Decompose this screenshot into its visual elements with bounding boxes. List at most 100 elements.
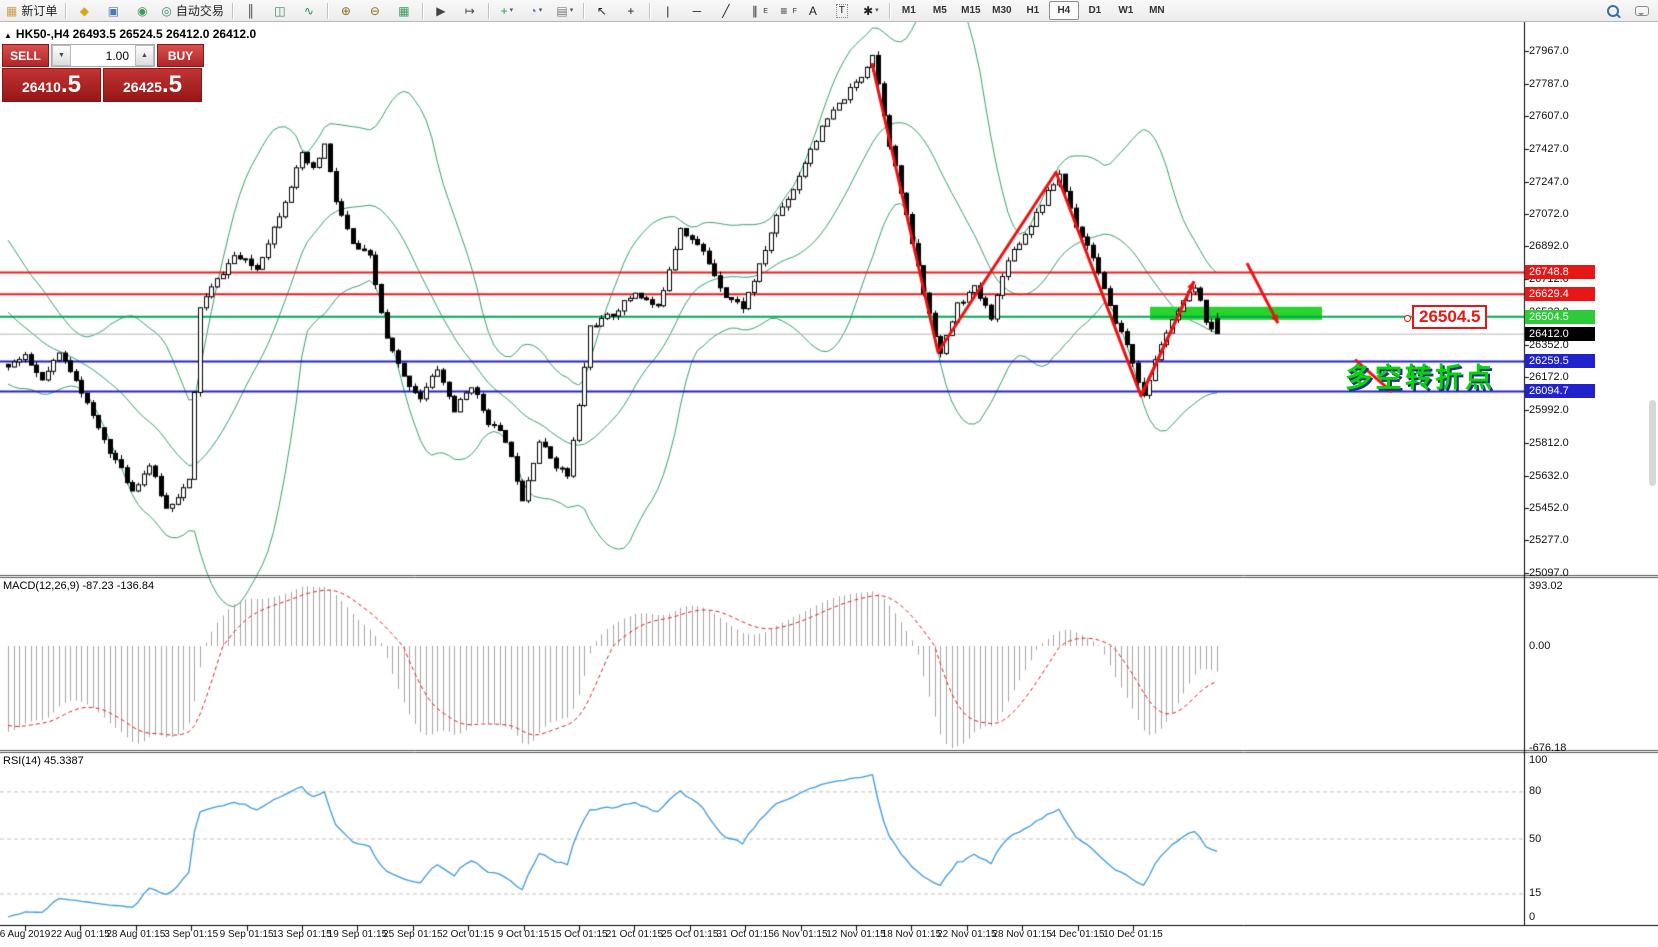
date-tick-label: 25 Oct 01:15 (661, 929, 719, 940)
collapse-arrow-icon[interactable]: ▲ (4, 31, 12, 40)
timeframe-m1-button[interactable]: M1 (901, 5, 916, 16)
toolbar-separator (582, 2, 584, 19)
arrows-tool-dropdown-icon[interactable]: ▾ (875, 6, 879, 14)
cursor-button[interactable]: ↖ (588, 1, 616, 21)
date-tick-label: 10 Dec 01:15 (1103, 929, 1163, 940)
auto-trading-label: 自动交易 (175, 3, 224, 18)
candlestick-mode-button[interactable]: ◫ (266, 1, 294, 21)
fibonacci-retracement-button[interactable]: ≡ F (770, 1, 798, 21)
periods-dropdown-icon[interactable]: ▾ (538, 6, 543, 14)
chart-templates-button[interactable]: ▤ ▾ (551, 1, 579, 21)
callout-anchor-dot (1404, 315, 1411, 322)
sell-button[interactable]: SELL (2, 44, 49, 67)
equidistant-channel-button[interactable]: ∥ E (741, 1, 769, 21)
signal-button[interactable]: ◉ (128, 1, 156, 21)
indicators-list-button[interactable]: + ▾ (493, 1, 521, 21)
chart-templates-dropdown-icon[interactable]: ▾ (569, 6, 574, 14)
timeframe-w1-button[interactable]: W1 (1118, 5, 1134, 16)
text-label-button[interactable]: T (828, 1, 856, 21)
toolbar-separator (487, 2, 489, 19)
sell-price-main: 26410 (22, 79, 61, 95)
date-tick-label: 15 Oct 01:15 (550, 929, 608, 940)
chat-button[interactable] (1628, 1, 1656, 21)
vertical-line-button[interactable]: | (654, 1, 682, 21)
timeframe-m15-button[interactable]: M15 (961, 5, 981, 16)
arrows-tool-button[interactable]: ✱ ▾ (857, 1, 885, 21)
auto-scroll-icon: ▶ (436, 3, 446, 18)
price-chart-canvas[interactable] (0, 22, 1658, 947)
toolbar-separator (421, 2, 423, 19)
price-tick-label: 26892.0 (1529, 240, 1569, 253)
date-tick-label: 22 Nov 01:15 (937, 929, 997, 940)
market-watch-button[interactable]: ◆ (70, 1, 98, 21)
volume-value[interactable]: 1.00 (105, 48, 129, 63)
timeframe-h1-button[interactable]: H1 (1026, 5, 1040, 16)
price-tick-label: 27427.0 (1529, 143, 1569, 156)
indicators-list-dropdown-icon[interactable]: ▾ (509, 6, 514, 14)
date-tick-label: 9 Sep 01:15 (219, 929, 274, 940)
new-order-button[interactable]: ▦ 新订单 (2, 1, 61, 21)
zoom-in-icon: ⊕ (340, 3, 351, 18)
macd-axis-label: 393.02 (1529, 580, 1563, 592)
volume-decrease-button[interactable]: ▼ (52, 45, 71, 66)
rsi-axis-label: 0 (1529, 911, 1536, 923)
rsi-axis-label: 100 (1529, 754, 1548, 766)
rsi-pane-label: RSI(14) 45.3387 (3, 755, 84, 767)
date-tick-label: 25 Sep 01:15 (383, 929, 443, 940)
date-tick-label: 3 Sep 01:15 (164, 929, 219, 940)
price-level-badge: 26259.5 (1525, 354, 1595, 369)
tile-windows-icon: ▦ (398, 3, 410, 18)
equidistant-channel-icon: ∥ (751, 3, 758, 18)
line-chart-mode-button[interactable]: ∿ (295, 1, 323, 21)
sell-price-frac: .5 (60, 71, 81, 98)
trendline-button[interactable]: ╱ (712, 1, 740, 21)
price-level-badge: 26629.4 (1525, 287, 1595, 302)
chart-title-text: HK50-,H4 26493.5 26524.5 26412.0 26412.0 (15, 27, 257, 41)
buy-price-panel[interactable]: 26425.5 (103, 68, 202, 102)
price-level-callout[interactable]: 26504.5 (1404, 305, 1488, 329)
date-tick-label: 6 Nov 01:15 (773, 929, 828, 940)
toolbar-separator (648, 2, 650, 19)
periods-button[interactable]: ◔ ▾ (522, 1, 550, 21)
zoom-out-icon: ⊖ (369, 3, 380, 18)
price-tick-label: 25812.0 (1529, 436, 1569, 449)
timeframe-mn-button[interactable]: MN (1149, 5, 1165, 16)
date-tick-label: 9 Oct 01:15 (497, 929, 550, 940)
search-button[interactable] (1599, 1, 1627, 21)
main-toolbar: ▦ 新订单 ◆ ▣ ◉ ◎ 自动交易 ║ ◫ ∿ ⊕ ⊖ ▦ ▶ ↦ + ▾ ◔ ▾ ▤ ▾ ↖ + | ─ ╱ ∥ E ≡ F A T ✱ ▾ M… (0, 0, 1658, 22)
buy-price-frac: .5 (161, 71, 182, 98)
tile-windows-button[interactable]: ▦ (390, 1, 418, 21)
rsi-axis-label: 80 (1529, 785, 1542, 798)
sell-price-panel[interactable]: 26410.5 (2, 68, 101, 102)
terminal-button[interactable]: ▣ (99, 1, 127, 21)
timeframe-m30-button[interactable]: M30 (992, 5, 1012, 16)
zoom-in-button[interactable]: ⊕ (332, 1, 360, 21)
timeframe-m5-button[interactable]: M5 (932, 5, 947, 16)
arrows-tool-icon: ✱ (863, 3, 874, 18)
crosshair-button[interactable]: + (617, 1, 645, 21)
auto-trading-button[interactable]: ◎ 自动交易 (157, 1, 228, 21)
date-tick-label: 28 Nov 01:15 (992, 929, 1052, 940)
text-button[interactable]: A (799, 1, 827, 21)
chart-window: ▲ HK50-,H4 26493.5 26524.5 26412.0 26412.… (0, 22, 1658, 947)
toolbar-separator (888, 2, 890, 19)
buy-button[interactable]: BUY (157, 44, 204, 67)
price-tick-label: 27787.0 (1529, 77, 1569, 90)
zoom-out-button[interactable]: ⊖ (361, 1, 389, 21)
price-tick-label: 27607.0 (1529, 110, 1569, 123)
date-tick-label: 18 Nov 01:15 (881, 929, 942, 940)
timeframe-d1-button[interactable]: D1 (1088, 5, 1102, 16)
chart-shift-button[interactable]: ↦ (456, 1, 484, 21)
chart-shift-icon: ↦ (464, 3, 475, 18)
axis-scrollbar-thumb[interactable] (1649, 400, 1656, 486)
horizontal-line-button[interactable]: ─ (683, 1, 711, 21)
price-level-badge: 26504.5 (1525, 309, 1595, 324)
date-tick-label: 6 Aug 2019 (0, 929, 51, 940)
timeframe-h4-button[interactable]: H4 (1048, 1, 1079, 20)
chart-ohlc-title: ▲ HK50-,H4 26493.5 26524.5 26412.0 26412.… (4, 27, 256, 41)
one-click-trading-widget: SELL ▼ 1.00 ▲ BUY 26410.5 26425.5 (2, 44, 204, 102)
auto-scroll-button[interactable]: ▶ (427, 1, 455, 21)
bar-chart-mode-button[interactable]: ║ (237, 1, 265, 21)
volume-increase-button[interactable]: ▲ (135, 45, 154, 66)
date-tick-label: 28 Aug 01:15 (106, 929, 166, 940)
